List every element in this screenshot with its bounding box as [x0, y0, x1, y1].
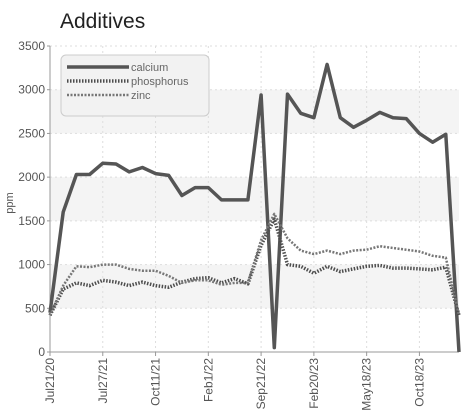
x-tick-label: Oct11/21	[149, 358, 163, 406]
series-line-phosphorus	[48, 217, 461, 317]
y-tick-label: 1500	[18, 214, 45, 228]
y-tick-label: 2500	[18, 126, 45, 140]
series-lines	[48, 62, 461, 353]
legend-label-calcium: calcium	[131, 62, 168, 74]
x-tick-labels: Jul21/20 Jul27/21 Oct11/21 Feb1/22 Sep21/22 F…	[43, 352, 426, 411]
y-tick-label: 500	[25, 301, 45, 315]
y-tick-label: 2000	[18, 170, 45, 184]
plot-band	[50, 177, 459, 221]
legend-box	[60, 54, 210, 117]
x-tick-label: Jul21/20	[43, 358, 57, 404]
y-tick-label: 1000	[18, 258, 45, 272]
series-line-calcium	[48, 62, 461, 353]
series-line-zinc	[48, 212, 461, 316]
y-tick-labels: 0 500 1000 1500 2000 2500 3000 3500	[18, 39, 50, 359]
y-axis-label: ppm	[4, 192, 16, 213]
plot-background	[50, 46, 459, 352]
x-tick-label: Feb1/22	[201, 358, 215, 402]
legend-label-phosphorus: phosphorus	[131, 76, 189, 88]
legend-label-zinc: zinc	[131, 90, 151, 102]
x-tick-label: Jul27/21	[96, 358, 110, 404]
chart-title: Additives	[60, 10, 145, 33]
x-tick-label: Oct18/23	[412, 358, 426, 407]
legend: calcium phosphorus zinc	[60, 54, 210, 117]
y-tick-label: 0	[38, 345, 45, 359]
plot-band	[50, 264, 459, 309]
x-tick-label: Feb20/23	[307, 358, 321, 409]
y-tick-label: 3000	[18, 83, 45, 97]
x-tick-label: Sep21/22	[254, 358, 268, 410]
x-tick-label: May18/23	[360, 358, 374, 411]
y-tick-label: 3500	[18, 39, 45, 53]
